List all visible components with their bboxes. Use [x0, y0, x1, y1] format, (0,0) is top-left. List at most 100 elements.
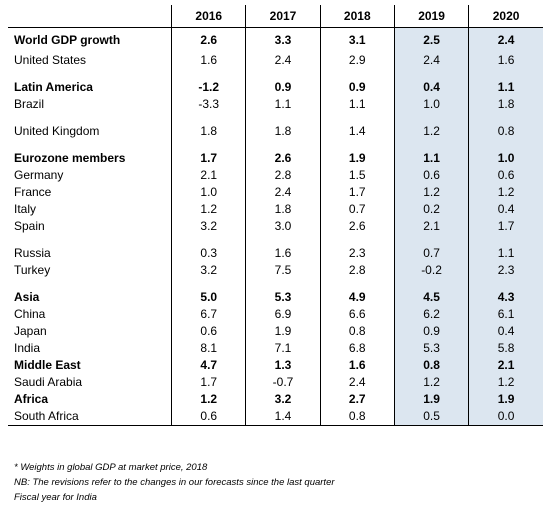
value-cell-2019: 0.4	[393, 79, 469, 96]
value-cell-2018: 0.9	[319, 79, 395, 96]
value-cell-2020	[468, 69, 543, 79]
value-cell-2016: -3.3	[171, 96, 246, 113]
value-cell-2020	[468, 113, 543, 123]
table-row: Turkey 3.2 7.5 2.8 -0.2 2.3	[8, 262, 543, 279]
value-cell-2019: 0.9	[393, 323, 469, 340]
value-cell-2018	[319, 140, 395, 150]
value-cell-2017: 1.1	[245, 96, 321, 113]
value-cell-2016	[171, 69, 246, 79]
value-cell-2017: 1.9	[245, 323, 321, 340]
footnotes: * Weights in global GDP at market price,…	[14, 460, 335, 505]
value-cell-2019	[393, 140, 469, 150]
value-cell-2018	[319, 279, 395, 289]
value-cell-2018: 2.3	[319, 245, 395, 262]
value-cell-2019: 1.9	[393, 391, 469, 408]
value-cell-2017: 2.4	[245, 52, 321, 69]
header-year-2016: 2016	[171, 5, 246, 28]
value-cell-2019: 1.1	[393, 150, 469, 167]
table-row: Latin America -1.2 0.9 0.9 0.4 1.1	[8, 79, 543, 96]
value-cell-2018: 1.4	[319, 123, 395, 140]
header-year-2019: 2019	[393, 5, 469, 28]
value-cell-2018: 1.6	[319, 357, 395, 374]
value-cell-2016: 3.2	[171, 262, 246, 279]
row-label: South Africa	[8, 408, 172, 426]
spacer-row	[8, 69, 543, 79]
value-cell-2018: 0.8	[319, 323, 395, 340]
value-cell-2016: 0.3	[171, 245, 246, 262]
row-label: World GDP growth	[14, 33, 121, 47]
header-year-2018: 2018	[319, 5, 395, 28]
value-cell-2020: 1.8	[468, 96, 543, 113]
value-cell-2018: 4.9	[319, 289, 395, 306]
row-label: Italy	[14, 202, 37, 216]
header-label-cell	[8, 5, 172, 28]
table-body: World GDP growth 2.6 3.3 3.1 2.5 2.4 United St…	[8, 27, 543, 426]
value-cell-2018	[319, 235, 395, 245]
row-label: France	[14, 185, 52, 199]
value-cell-2017: 1.8	[245, 123, 321, 140]
table-row: Africa 1.2 3.2 2.7 1.9 1.9	[8, 391, 543, 408]
value-cell-2017	[245, 140, 321, 150]
value-cell-2017: 3.0	[245, 218, 321, 235]
value-cell-2020: 1.9	[468, 391, 543, 408]
value-cell-2020: 1.7	[468, 218, 543, 235]
value-cell-2019: -0.2	[393, 262, 469, 279]
value-cell-2016: 1.7	[171, 150, 246, 167]
row-label: Japan	[14, 324, 47, 338]
table-row: Spain 3.2 3.0 2.6 2.1 1.7	[8, 218, 543, 235]
table-row: Russia 0.3 1.6 2.3 0.7 1.1	[8, 245, 543, 262]
value-cell-2019: 0.8	[393, 357, 469, 374]
value-cell-2016	[171, 140, 246, 150]
value-cell-2020: 1.1	[468, 79, 543, 96]
value-cell-2020: 1.2	[468, 184, 543, 201]
header-year-2020: 2020	[468, 5, 543, 28]
value-cell-2018: 2.8	[319, 262, 395, 279]
spacer-row	[8, 113, 543, 123]
value-cell-2018	[319, 69, 395, 79]
value-cell-2020: 0.0	[468, 408, 543, 426]
row-label: Asia	[14, 290, 40, 304]
footnote-india: Fiscal year for India	[14, 492, 97, 503]
spacer-row	[8, 140, 543, 150]
value-cell-2016: 4.7	[171, 357, 246, 374]
value-cell-2020: 0.4	[468, 323, 543, 340]
value-cell-2017: 6.9	[245, 306, 321, 323]
table-row: France 1.0 2.4 1.7 1.2 1.2	[8, 184, 543, 201]
value-cell-2017: 1.3	[245, 357, 321, 374]
value-cell-2016: 3.2	[171, 218, 246, 235]
row-label: India	[14, 341, 41, 355]
value-cell-2019	[393, 279, 469, 289]
table-row: Asia 5.0 5.3 4.9 4.5 4.3	[8, 289, 543, 306]
value-cell-2020: 0.4	[468, 201, 543, 218]
value-cell-2017	[245, 235, 321, 245]
table-row: Saudi Arabia 1.7 -0.7 2.4 1.2 1.2	[8, 374, 543, 391]
row-label	[8, 140, 172, 150]
value-cell-2019	[393, 235, 469, 245]
value-cell-2016: 2.6	[171, 27, 246, 52]
table-row: Italy 1.2 1.8 0.7 0.2 0.4	[8, 201, 543, 218]
value-cell-2017: 5.3	[245, 289, 321, 306]
row-label: United States	[14, 53, 87, 67]
value-cell-2019: 2.4	[393, 52, 469, 69]
value-cell-2018: 2.6	[319, 218, 395, 235]
value-cell-2016: 1.6	[171, 52, 246, 69]
value-cell-2020: 2.4	[468, 27, 543, 52]
value-cell-2017: 3.2	[245, 391, 321, 408]
value-cell-2016	[171, 235, 246, 245]
value-cell-2019	[393, 69, 469, 79]
value-cell-2018: 2.9	[319, 52, 395, 69]
value-cell-2018: 3.1	[319, 27, 395, 52]
value-cell-2019: 1.2	[393, 374, 469, 391]
value-cell-2016: 6.7	[171, 306, 246, 323]
footnote-revisions: NB: The revisions refer to the changes i…	[14, 477, 335, 488]
value-cell-2018: 0.8	[319, 408, 395, 426]
value-cell-2020	[468, 279, 543, 289]
value-cell-2019: 1.2	[393, 123, 469, 140]
gdp-growth-table: 2016 2017 2018 2019 2020 World GDP growt…	[8, 5, 543, 426]
value-cell-2017: 7.1	[245, 340, 321, 357]
row-label: Brazil	[14, 97, 45, 111]
footnote-weights: * Weights in global GDP at market price,…	[14, 462, 208, 473]
value-cell-2020: 2.1	[468, 357, 543, 374]
value-cell-2018: 1.1	[319, 96, 395, 113]
table-row: Brazil -3.3 1.1 1.1 1.0 1.8	[8, 96, 543, 113]
